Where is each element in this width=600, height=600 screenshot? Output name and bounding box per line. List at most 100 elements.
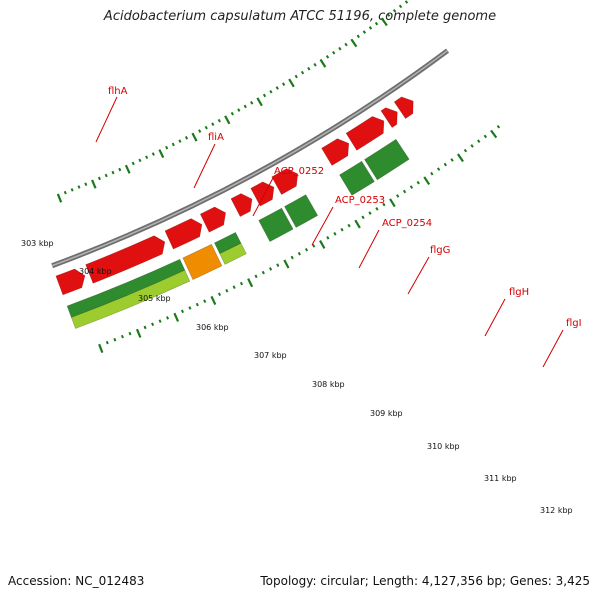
inner-tick	[70, 188, 74, 192]
outer-tick	[135, 328, 142, 338]
inner-tick	[368, 26, 373, 30]
feature-flhA-cds	[66, 258, 186, 318]
scale-label: 305 kbp	[138, 294, 171, 303]
gene-leader-line	[358, 229, 380, 269]
outer-tick	[368, 211, 372, 215]
gene-label-flhA: flhA	[108, 86, 128, 97]
reverse-gene-arrow	[230, 193, 253, 217]
outer-tick	[261, 270, 265, 275]
inner-tick	[344, 42, 348, 47]
accession-text: Accession: NC_012483	[8, 574, 145, 588]
outer-tick	[375, 207, 379, 211]
inner-tick	[118, 167, 122, 172]
outer-tick	[225, 288, 229, 293]
inner-tick	[171, 142, 175, 147]
inner-tick	[178, 139, 182, 143]
gene-label-ACP_0253: ACP_0253	[335, 195, 385, 206]
scale-labels: 303 kbp 304 kbp 305 kbp 306 kbp 307 kbp 308 k…	[21, 239, 573, 515]
inner-tick	[262, 93, 267, 98]
outer-tick	[470, 144, 474, 148]
gene-leader-line	[95, 96, 118, 143]
reverse-gene-arrow	[393, 96, 414, 119]
inner-tick	[325, 54, 330, 59]
outer-tick	[423, 176, 431, 186]
scale-label: 310 kbp	[427, 442, 460, 451]
inner-tick	[217, 118, 221, 123]
gene-leader-line	[193, 143, 216, 189]
inner-tick	[91, 179, 97, 189]
inner-tick	[350, 38, 358, 48]
outer-tick	[436, 167, 441, 171]
outer-tick-ring	[98, 124, 501, 353]
inner-tick	[124, 164, 131, 174]
reverse-gene-arrow	[164, 218, 203, 250]
reverse-strand-features	[55, 96, 414, 296]
reverse-gene-arrow	[321, 138, 350, 166]
inner-tick	[63, 190, 67, 195]
inner-tick	[380, 17, 388, 27]
gene-label-flgH: flgH	[509, 287, 529, 298]
feature-ACP_0252-cds	[214, 231, 242, 255]
backbone-highlight	[51, 49, 449, 267]
outer-tick	[389, 198, 396, 208]
inner-tick	[138, 158, 142, 163]
outer-tick	[361, 215, 365, 220]
reverse-gene-arrow	[85, 235, 166, 284]
scale-label: 309 kbp	[370, 409, 403, 418]
outer-tick	[456, 153, 464, 163]
inner-tick	[392, 8, 397, 13]
outer-tick	[490, 129, 498, 139]
inner-tick	[398, 4, 403, 9]
outer-tick	[254, 274, 258, 279]
backbone	[51, 48, 450, 269]
map-title: Acidobacterium capsulatum ATCC 51196, co…	[103, 9, 497, 24]
inner-tick	[84, 182, 88, 186]
outer-tick	[232, 285, 236, 289]
inner-tick	[332, 50, 336, 55]
gene-label-flgG: flgG	[430, 245, 450, 256]
feature-flgI	[364, 138, 410, 181]
gene-label-ACP_0254: ACP_0254	[382, 218, 432, 229]
gene-label-ACP_0252: ACP_0252	[274, 166, 324, 177]
inner-tick	[131, 161, 135, 166]
inner-tick	[56, 193, 63, 203]
inner-tick	[386, 13, 391, 17]
feature-ACP_0254	[258, 207, 294, 243]
inner-tick	[204, 125, 208, 130]
gene-label-fliA: fliA	[208, 132, 224, 143]
scale-label: 306 kbp	[196, 323, 229, 332]
outer-tick	[312, 244, 316, 248]
outer-tick	[210, 295, 217, 306]
outer-tick	[239, 281, 244, 286]
inner-tick	[97, 176, 101, 181]
outer-tick	[290, 255, 294, 260]
outer-tick	[297, 251, 301, 256]
inner-tick	[269, 89, 273, 94]
inner-tick	[313, 62, 317, 67]
outer-tick	[203, 299, 207, 303]
feature-flgG	[284, 194, 319, 228]
outer-tick	[340, 227, 344, 232]
outer-tick	[483, 134, 488, 139]
outer-tick	[463, 148, 468, 153]
inner-tick	[145, 155, 149, 160]
feature-fliA	[182, 243, 223, 281]
outer-tick	[105, 340, 109, 345]
outer-tick	[195, 302, 199, 307]
reverse-gene-arrow	[55, 268, 86, 296]
outer-tick	[304, 247, 309, 252]
inner-tick	[281, 82, 286, 86]
inner-tick	[151, 152, 155, 156]
inner-tick	[230, 111, 234, 116]
outer-tick	[276, 263, 280, 267]
inner-tick	[224, 115, 231, 125]
inner-tick	[300, 70, 305, 75]
inner-tick	[198, 129, 202, 133]
gene-leader-line	[311, 206, 334, 246]
genome-summary: Topology: circular; Length: 4,127,356 bp…	[260, 574, 590, 588]
outer-tick	[450, 158, 454, 162]
outer-tick	[496, 124, 501, 129]
gene-labels: flhA fliA ACP_0252 ACP_0253 ACP_0254 flgG flgH…	[95, 86, 582, 368]
outer-tick	[283, 259, 290, 269]
